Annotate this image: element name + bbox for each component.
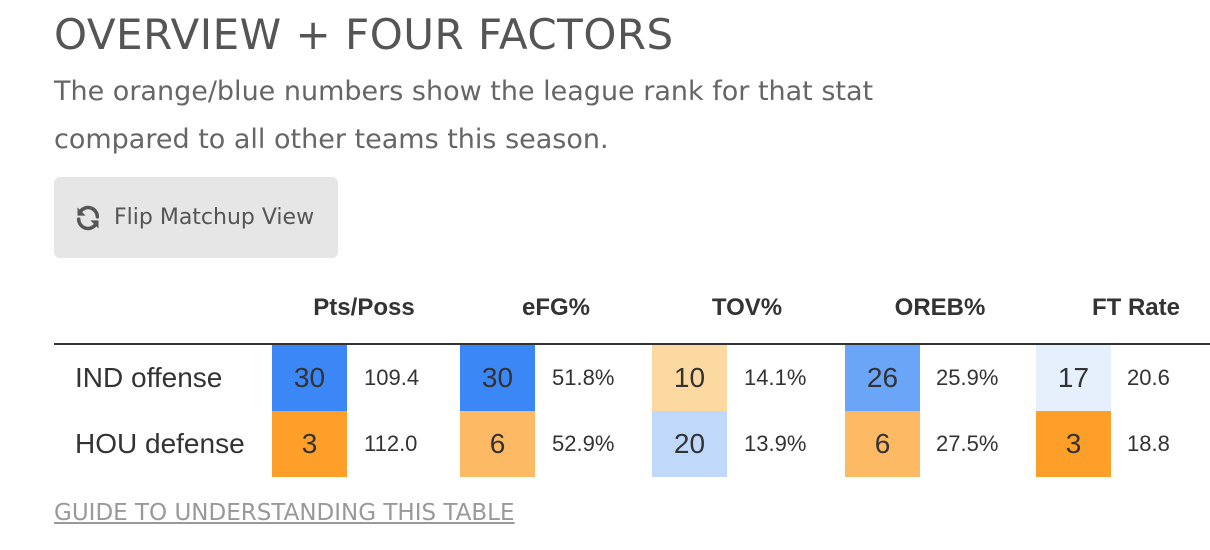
row-label: HOU defense: [75, 428, 245, 459]
rank-cell: 6: [460, 411, 535, 477]
column-header-pts-poss: Pts/Poss: [313, 294, 415, 321]
value-cell: 112.0: [364, 431, 418, 456]
value-cell: 25.9%: [936, 365, 999, 390]
refresh-icon: [76, 205, 100, 230]
table-header-row: Pts/Poss eFG% TOV% OREB% FT Rate: [54, 288, 1210, 345]
rank-cell: 20: [652, 411, 727, 477]
rank-cell: 10: [652, 345, 727, 411]
page-title: OVERVIEW + FOUR FACTORS: [54, 10, 674, 59]
value-cell: 20.6: [1127, 365, 1170, 390]
rank-cell: 6: [845, 411, 920, 477]
rank-cell: 26: [845, 345, 920, 411]
flip-matchup-label: Flip Matchup View: [114, 205, 315, 230]
row-label: IND offense: [75, 362, 223, 393]
rank-cell: 3: [1036, 411, 1111, 477]
rank-cell: 30: [460, 345, 535, 411]
rank-cell: 30: [272, 345, 347, 411]
table-row-hou-defense: HOU defense 3 112.0 6 52.9% 20 13.9% 6 2…: [54, 411, 1210, 477]
value-cell: 51.8%: [552, 365, 615, 390]
guide-link[interactable]: GUIDE TO UNDERSTANDING THIS TABLE: [54, 500, 515, 526]
value-cell: 52.9%: [552, 431, 615, 456]
four-factors-table: Pts/Poss eFG% TOV% OREB% FT Rate IND off…: [54, 288, 1210, 477]
value-cell: 18.8: [1127, 431, 1170, 456]
rank-cell: 3: [272, 411, 347, 477]
subtitle-line-1: The orange/blue numbers show the league …: [54, 76, 874, 107]
flip-matchup-button[interactable]: Flip Matchup View: [54, 177, 338, 258]
value-cell: 14.1%: [744, 365, 807, 390]
value-cell: 13.9%: [744, 431, 807, 456]
column-header-ft-rate: FT Rate: [1091, 294, 1180, 321]
subtitle-line-2: compared to all other teams this season.: [54, 124, 609, 155]
column-header-tov: TOV%: [711, 294, 783, 321]
rank-cell: 17: [1036, 345, 1111, 411]
value-cell: 109.4: [364, 365, 420, 390]
subtitle: The orange/blue numbers show the league …: [54, 68, 954, 164]
value-cell: 27.5%: [936, 431, 999, 456]
column-header-efg: eFG%: [521, 294, 590, 321]
table-row-ind-offense: IND offense 30 109.4 30 51.8% 10 14.1% 2…: [54, 345, 1210, 411]
column-header-oreb: OREB%: [894, 294, 986, 321]
